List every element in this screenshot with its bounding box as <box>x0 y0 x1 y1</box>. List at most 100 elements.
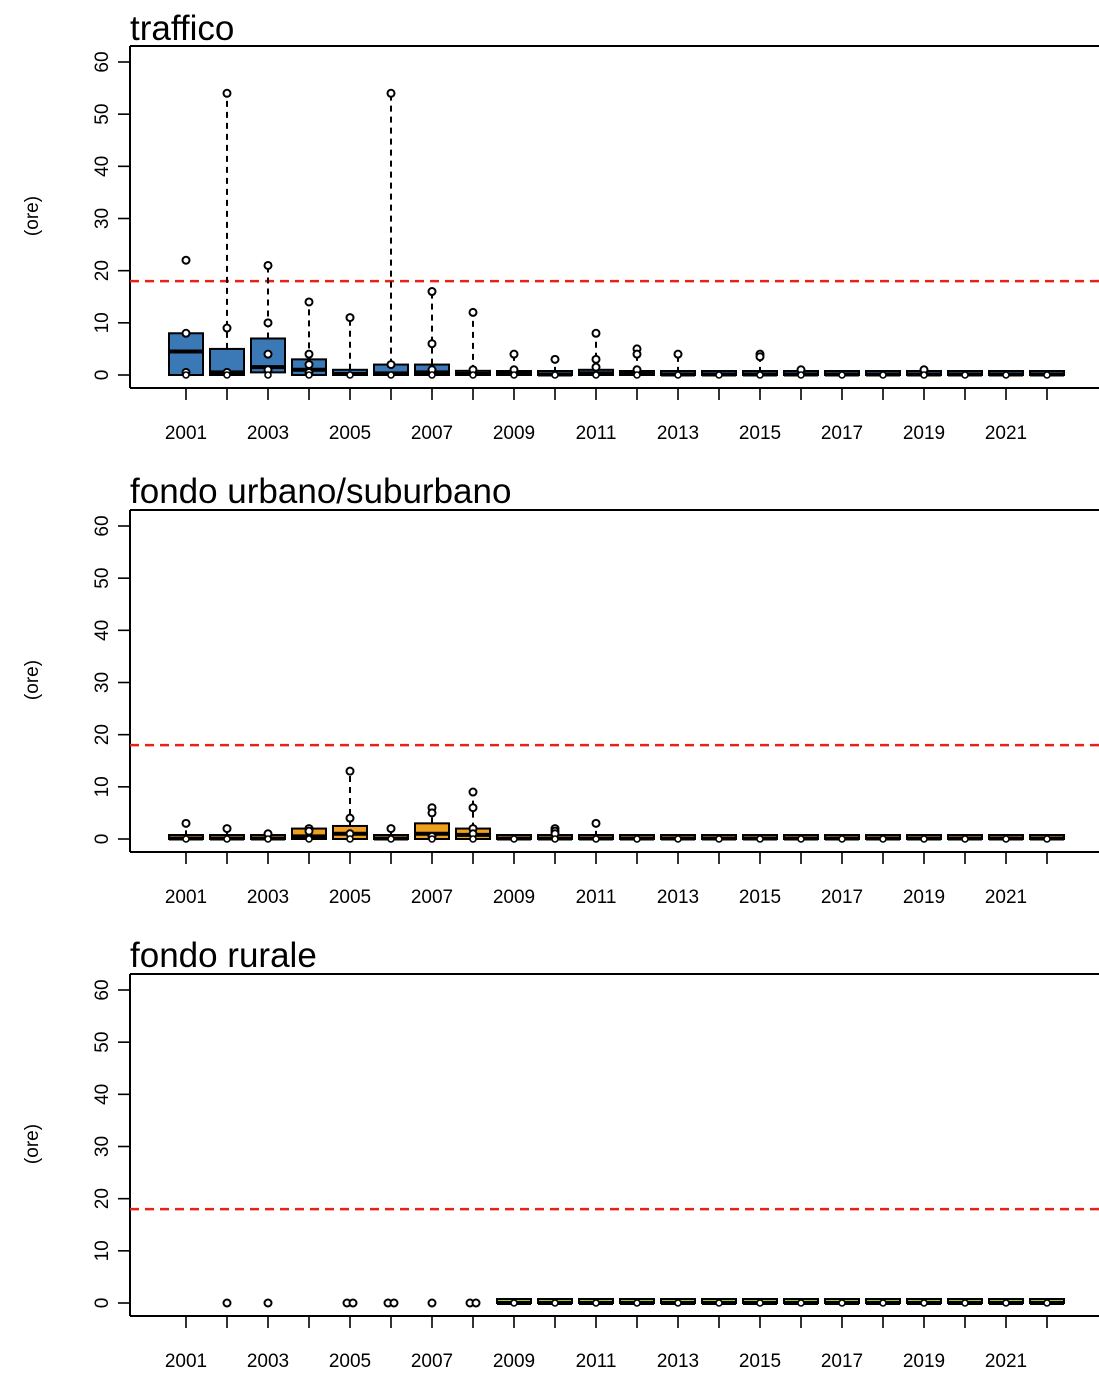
outlier-point <box>961 1299 969 1307</box>
outlier-point <box>181 328 191 338</box>
outlier-point <box>386 88 396 98</box>
box-2020 <box>947 370 983 379</box>
x-tick-label: 2011 <box>576 423 617 444</box>
outlier-point <box>633 1299 641 1307</box>
y-tick-label: 40 <box>92 1084 113 1105</box>
outlier-point <box>305 371 313 379</box>
x-tick-label: 2011 <box>576 887 617 908</box>
outlier-point <box>592 835 600 843</box>
outlier-point <box>879 371 887 379</box>
data-point <box>427 1298 437 1308</box>
outlier-point <box>592 1299 600 1307</box>
outlier-point <box>181 255 191 265</box>
box-2015 <box>742 349 778 379</box>
x-tick-label: 2003 <box>247 423 289 444</box>
box-2011 <box>578 818 614 843</box>
outlier-point <box>223 835 231 843</box>
outlier-point <box>468 787 478 797</box>
x-tick-label: 2001 <box>165 887 207 908</box>
y-tick-label: 20 <box>92 260 113 281</box>
outlier-point <box>1002 835 1010 843</box>
y-tick-label: 10 <box>92 312 113 333</box>
x-tick-label: 2001 <box>165 1351 207 1372</box>
box-2010 <box>537 824 573 843</box>
outlier-point <box>756 835 764 843</box>
box-2002 <box>209 824 245 843</box>
box-2016 <box>783 365 819 379</box>
x-tick-label: 2019 <box>903 887 945 908</box>
box-2018 <box>865 370 901 379</box>
y-tick-label: 60 <box>92 979 113 1000</box>
outlier-point <box>879 1299 887 1307</box>
x-tick-label: 2005 <box>329 887 371 908</box>
outlier-point <box>264 371 272 379</box>
x-tick-label: 2003 <box>247 1351 289 1372</box>
box-2020 <box>947 834 983 843</box>
x-tick-label: 2007 <box>411 423 453 444</box>
outlier-point <box>427 287 437 297</box>
x-tick-label: 2015 <box>739 1351 781 1372</box>
outlier-point <box>756 1299 764 1307</box>
outlier-point <box>1002 371 1010 379</box>
x-tick-label: 2017 <box>821 1351 863 1372</box>
box-2014 <box>701 1298 737 1307</box>
outlier-point <box>961 371 969 379</box>
outlier-point <box>428 835 436 843</box>
box-2021 <box>988 1298 1024 1307</box>
y-axis-label: (ore) <box>22 1124 43 1164</box>
box-2008 <box>455 307 491 379</box>
outlier-point <box>756 371 764 379</box>
box-2018 <box>865 834 901 843</box>
box-2022 <box>1029 370 1065 379</box>
box-2020 <box>947 1298 983 1307</box>
outlier-point <box>838 835 846 843</box>
outlier-point <box>222 88 232 98</box>
outlier-point <box>346 835 354 843</box>
x-tick-label: 2019 <box>903 1351 945 1372</box>
box-2011 <box>578 328 614 379</box>
x-tick-label: 2015 <box>739 423 781 444</box>
box-2015 <box>742 1298 778 1307</box>
outlier-point <box>510 371 518 379</box>
box-2004 <box>291 297 327 379</box>
outlier-point <box>551 371 559 379</box>
data-point <box>263 1298 273 1308</box>
panel-traffico: traffico (ore) 0 10 20 30 40 50 60 2001 2003 2005… <box>22 9 1099 444</box>
outlier-point <box>591 354 601 364</box>
outlier-point <box>838 371 846 379</box>
data-point <box>222 1298 232 1308</box>
box-2009 <box>496 349 532 379</box>
outlier-point <box>1043 835 1051 843</box>
outlier-point <box>920 835 928 843</box>
box-2022 <box>1029 834 1065 843</box>
box-2019 <box>906 365 942 379</box>
outlier-point <box>427 808 437 818</box>
x-tick-label: 2017 <box>821 887 863 908</box>
x-tick-label: 2009 <box>493 1351 535 1372</box>
x-tick-label: 2003 <box>247 887 289 908</box>
outlier-point <box>386 824 396 834</box>
panel-title: fondo rurale <box>130 936 317 975</box>
outlier-point <box>305 835 313 843</box>
box-2008 <box>455 787 491 843</box>
outlier-point <box>674 371 682 379</box>
box-2010 <box>537 1298 573 1307</box>
outlier-point <box>1043 1299 1051 1307</box>
outlier-point <box>345 813 355 823</box>
outlier-point <box>469 371 477 379</box>
outlier-point <box>715 1299 723 1307</box>
x-tick-label: 2021 <box>985 423 1027 444</box>
outlier-point <box>468 803 478 813</box>
outlier-point <box>428 371 436 379</box>
box-2001 <box>168 255 204 379</box>
x-tick-label: 2013 <box>657 887 699 908</box>
outlier-point <box>263 318 273 328</box>
outlier-point <box>755 352 765 362</box>
x-tick-label: 2013 <box>657 1351 699 1372</box>
outlier-point <box>304 349 314 359</box>
y-tick-label: 30 <box>92 1136 113 1157</box>
outlier-point <box>920 1299 928 1307</box>
box-2007 <box>414 287 450 379</box>
y-tick-label: 60 <box>92 51 113 72</box>
